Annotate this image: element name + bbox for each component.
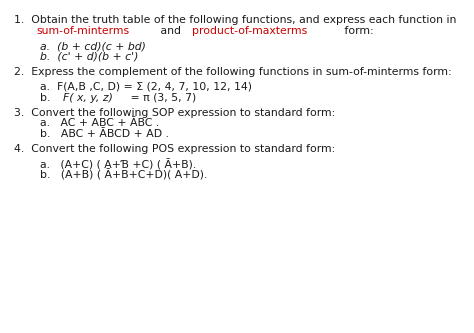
Text: 1.  Obtain the truth table of the following functions, and express each function: 1. Obtain the truth table of the followi…: [14, 15, 456, 25]
Text: = π (3, 5, 7): = π (3, 5, 7): [127, 93, 196, 103]
Text: 4.  Convert the following POS expression to standard form:: 4. Convert the following POS expression …: [14, 144, 336, 154]
Text: b.  (c' + d)(b + c'): b. (c' + d)(b + c'): [40, 52, 139, 62]
Text: a.  F(A,B ,C, D) = Σ (2, 4, 7, 10, 12, 14): a. F(A,B ,C, D) = Σ (2, 4, 7, 10, 12, 14…: [40, 82, 252, 92]
Text: a.   AC + ABC + ĀBC .: a. AC + ABC + ĀBC .: [40, 118, 160, 128]
Text: F( x, y, z): F( x, y, z): [63, 93, 113, 103]
Text: a.  (b + cd)(c + bd): a. (b + cd)(c + bd): [40, 42, 146, 52]
Text: b.   ABC + ĀBCD + AD .: b. ABC + ĀBCD + AD .: [40, 129, 169, 139]
Text: 3.  Convert the following SOP expression to standard form:: 3. Convert the following SOP expression …: [14, 108, 336, 118]
Text: 2.  Express the complement of the following functions in sum-of-minterms form:: 2. Express the complement of the followi…: [14, 67, 452, 77]
Text: product-of-maxterms: product-of-maxterms: [192, 26, 308, 36]
Text: and: and: [157, 26, 184, 36]
Text: b.: b.: [40, 93, 58, 103]
Text: b.   (A+B) ( Ā+B+C+D)( A+D).: b. (A+B) ( Ā+B+C+D)( A+D).: [40, 169, 208, 181]
Text: form:: form:: [341, 26, 374, 36]
Text: sum-of-minterms: sum-of-minterms: [37, 26, 130, 36]
Text: a.   (A+C) ( A+Ɓ +C) ( Ā+B).: a. (A+C) ( A+Ɓ +C) ( Ā+B).: [40, 159, 197, 170]
